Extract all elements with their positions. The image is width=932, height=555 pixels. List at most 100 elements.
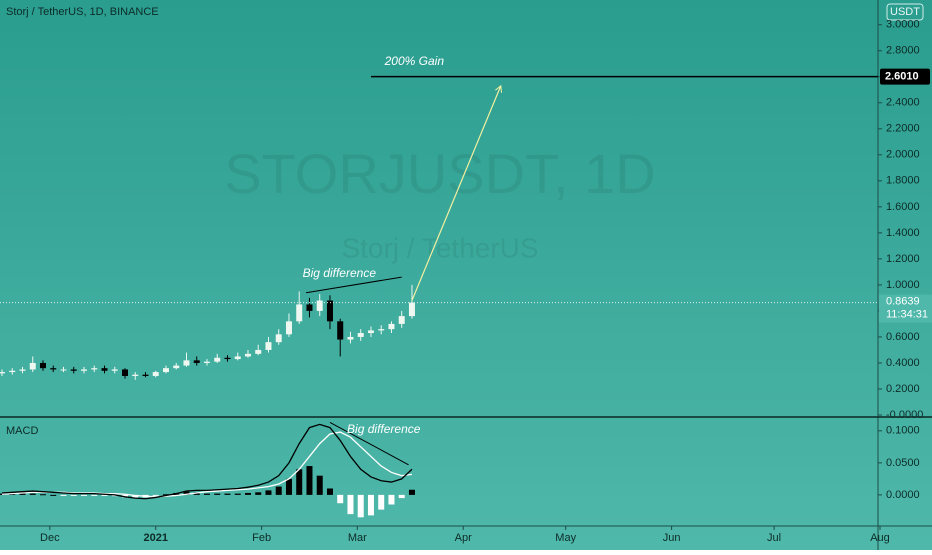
macd-title: MACD (6, 425, 38, 437)
x-tick-label: May (555, 532, 576, 544)
candle-body (142, 374, 149, 376)
histogram-bar (388, 494, 395, 505)
candle-body (29, 362, 36, 370)
candle-body (388, 323, 395, 330)
candle-body (121, 369, 128, 376)
candle-body (39, 362, 46, 369)
candle-body (367, 330, 374, 334)
candle-body (265, 342, 272, 350)
histogram-bar (306, 466, 313, 495)
histogram-bar (265, 490, 272, 495)
candle-body (306, 304, 313, 311)
histogram-bar (378, 494, 385, 510)
annotation: 200% Gain (384, 54, 445, 68)
trend-line (305, 276, 402, 294)
candle-body (101, 368, 108, 371)
y-tick-label: 0.6000 (886, 331, 920, 343)
x-tick-label: Apr (455, 532, 472, 544)
candle-body (316, 300, 323, 311)
histogram-bar (367, 494, 374, 516)
candle-body (162, 368, 169, 373)
y-tick-label: 1.4000 (886, 227, 920, 239)
x-tick-label: Dec (40, 532, 60, 544)
histogram-bar (19, 493, 26, 495)
candle-body (203, 361, 210, 363)
histogram-bar (357, 494, 364, 518)
candle-body (132, 374, 139, 376)
histogram-bar (244, 492, 251, 495)
x-tick-label: 2021 (143, 532, 167, 544)
candle-body (214, 357, 221, 362)
histogram-bar (275, 486, 282, 495)
candle-body (60, 369, 67, 371)
histogram-bar (50, 494, 57, 496)
histogram-bar (152, 494, 159, 496)
y-tick-label: 2.4000 (886, 97, 920, 109)
countdown: 11:34:31 (886, 309, 928, 321)
histogram-bar (29, 493, 36, 495)
candle-body (244, 353, 251, 357)
candle-body (193, 360, 200, 363)
candle-body (183, 360, 190, 366)
histogram-bar (347, 494, 354, 515)
candle-body (285, 321, 292, 335)
candle-body (111, 369, 118, 371)
currency: USDT (890, 6, 920, 18)
candle-body (9, 370, 16, 373)
currency-badge (886, 3, 924, 21)
candle-body (408, 302, 415, 317)
annotation: Big difference (303, 266, 377, 280)
histogram-bar (408, 489, 415, 495)
histogram-bar (101, 494, 108, 496)
histogram-bar (70, 494, 77, 496)
candle-body (337, 321, 344, 340)
candle-body (173, 365, 180, 369)
candle-body (275, 334, 282, 343)
watermark-sub: Storj / TetherUS (341, 232, 538, 263)
histogram-bar (80, 494, 87, 496)
histogram-bar (214, 493, 221, 495)
trend-line (329, 422, 409, 466)
candle-body (398, 316, 405, 324)
candle-body (378, 329, 385, 331)
histogram-bar (60, 494, 67, 496)
candle-body (326, 300, 333, 322)
y-tick-label: -0.0000 (886, 409, 923, 421)
hline-label: 2.6010 (885, 71, 919, 83)
x-tick-label: Jun (663, 532, 681, 544)
y-tick-label: 1.0000 (886, 279, 920, 291)
candle-body (152, 372, 159, 376)
y-tick-label: 2.0000 (886, 149, 920, 161)
histogram-bar (316, 475, 323, 495)
watermark: STORJUSDT, 1D (224, 142, 655, 205)
histogram-bar (285, 478, 292, 495)
y-tick-label: 2.2000 (886, 123, 920, 135)
x-tick-label: Mar (348, 532, 367, 544)
histogram-bar (39, 494, 46, 496)
arrow (411, 85, 502, 301)
histogram-bar (91, 494, 98, 496)
y-tick-label: 3.0000 (886, 19, 920, 31)
x-tick-label: Jul (767, 532, 781, 544)
candle-body (91, 368, 98, 370)
hline-badge (880, 68, 930, 85)
histogram-bar (326, 488, 333, 495)
y-tick-label: 2.8000 (886, 45, 920, 57)
candle-body (70, 369, 77, 371)
macd-line (1, 423, 413, 500)
y-tick-label: 0.2000 (886, 383, 920, 395)
candle-body (0, 372, 5, 374)
y-tick-label: 0.0000 (886, 489, 920, 501)
y-tick-label: 0.4000 (886, 357, 920, 369)
candle-body (50, 368, 57, 370)
histogram-bar (398, 494, 405, 499)
y-tick-label: 1.6000 (886, 201, 920, 213)
y-tick-label: 0.0500 (886, 457, 920, 469)
candle-body (234, 356, 241, 360)
candle-body (357, 333, 364, 337)
symbol: Storj / TetherUS, 1D, BINANCE (6, 6, 159, 18)
last-price-label: 0.8639 (886, 296, 920, 308)
histogram-bar (296, 469, 303, 495)
histogram-bar (255, 492, 262, 495)
